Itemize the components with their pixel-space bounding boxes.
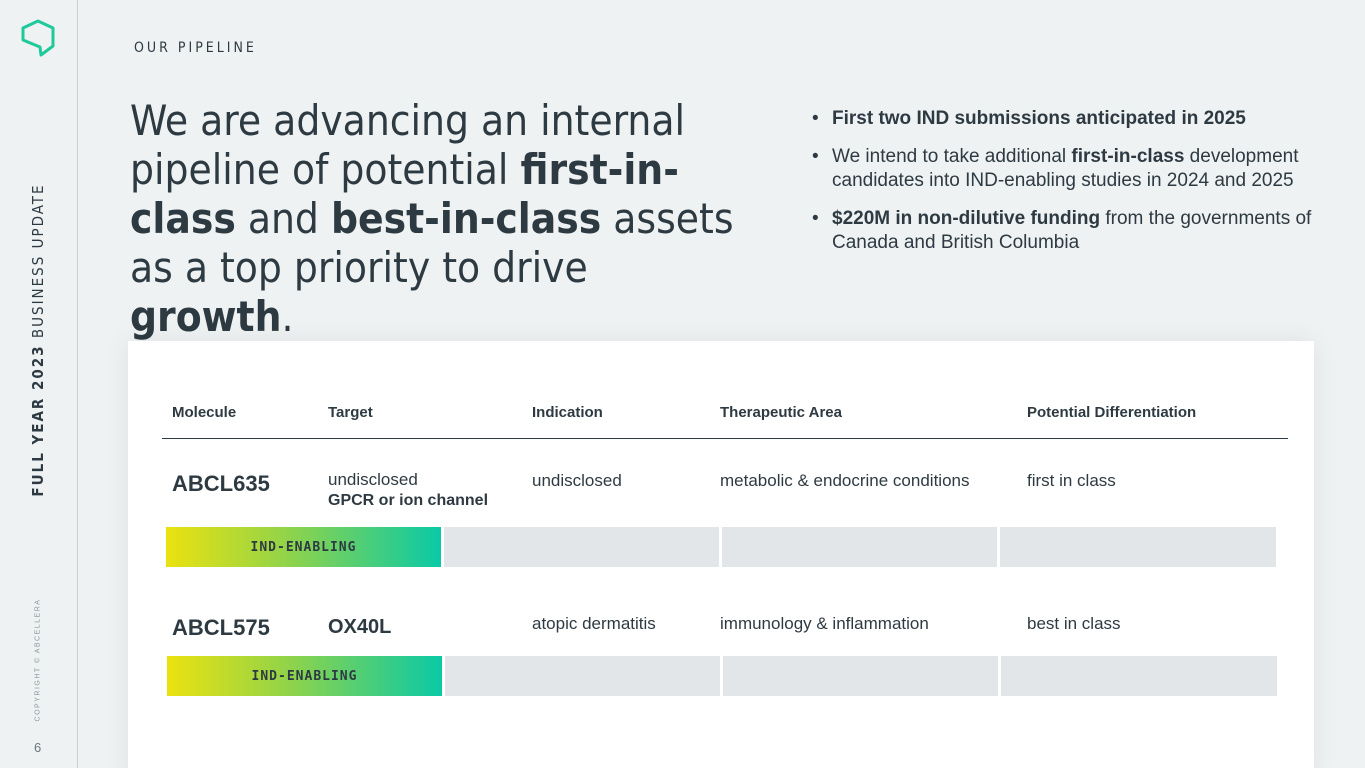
copyright-text: COPYRIGHT © ABCELLERA [34,598,42,722]
indication-cell: undisclosed [532,471,622,490]
differentiation-cell: first in class [1027,471,1116,490]
bullet-item: First two IND submissions anticipated in… [812,107,1312,131]
header-molecule: Molecule [172,404,237,421]
stage-empty-segment [722,527,997,567]
header-divider [162,438,1288,439]
molecule-name: ABCL635 [172,471,270,496]
header-target: Target [328,404,373,421]
sidebar: FULL YEAR 2023 BUSINESS UPDATE COPYRIGHT… [0,0,78,768]
page-headline: We are advancing an internal pipeline of… [130,96,734,341]
hexagon-logo-icon [21,19,55,57]
therapeutic-area-cell: metabolic & endocrine conditions [720,471,970,490]
stage-empty-segment [1000,527,1276,567]
stage-empty-segment [1001,656,1277,696]
key-points-list: First two IND submissions anticipated in… [812,107,1312,269]
therapeutic-area-cell: immunology & inflammation [720,614,929,633]
bullet-item: $220M in non-dilutive funding from the g… [812,207,1312,255]
sidebar-title: FULL YEAR 2023 BUSINESS UPDATE [29,183,47,497]
target-subtype: GPCR or ion channel [328,492,489,509]
page-number: 6 [34,740,42,755]
bullet-item: We intend to take additional first-in-cl… [812,145,1312,193]
indication-cell: atopic dermatitis [532,614,656,633]
stage-empty-segment [444,527,719,567]
header-indication: Indication [532,404,603,421]
stage-progress-bar: IND-ENABLING [167,656,442,696]
header-differentiation: Potential Differentiation [1027,404,1197,421]
stage-progress-bar: IND-ENABLING [166,527,441,567]
section-eyebrow: OUR PIPELINE [134,40,257,56]
differentiation-cell: best in class [1027,614,1121,633]
stage-empty-segment [723,656,998,696]
stage-empty-segment [445,656,720,696]
molecule-name: ABCL575 [172,615,270,640]
target-cell: OX40L [328,616,392,638]
target-cell: undisclosed GPCR or ion channel [328,470,489,509]
header-therapeutic-area: Therapeutic Area [720,404,842,421]
